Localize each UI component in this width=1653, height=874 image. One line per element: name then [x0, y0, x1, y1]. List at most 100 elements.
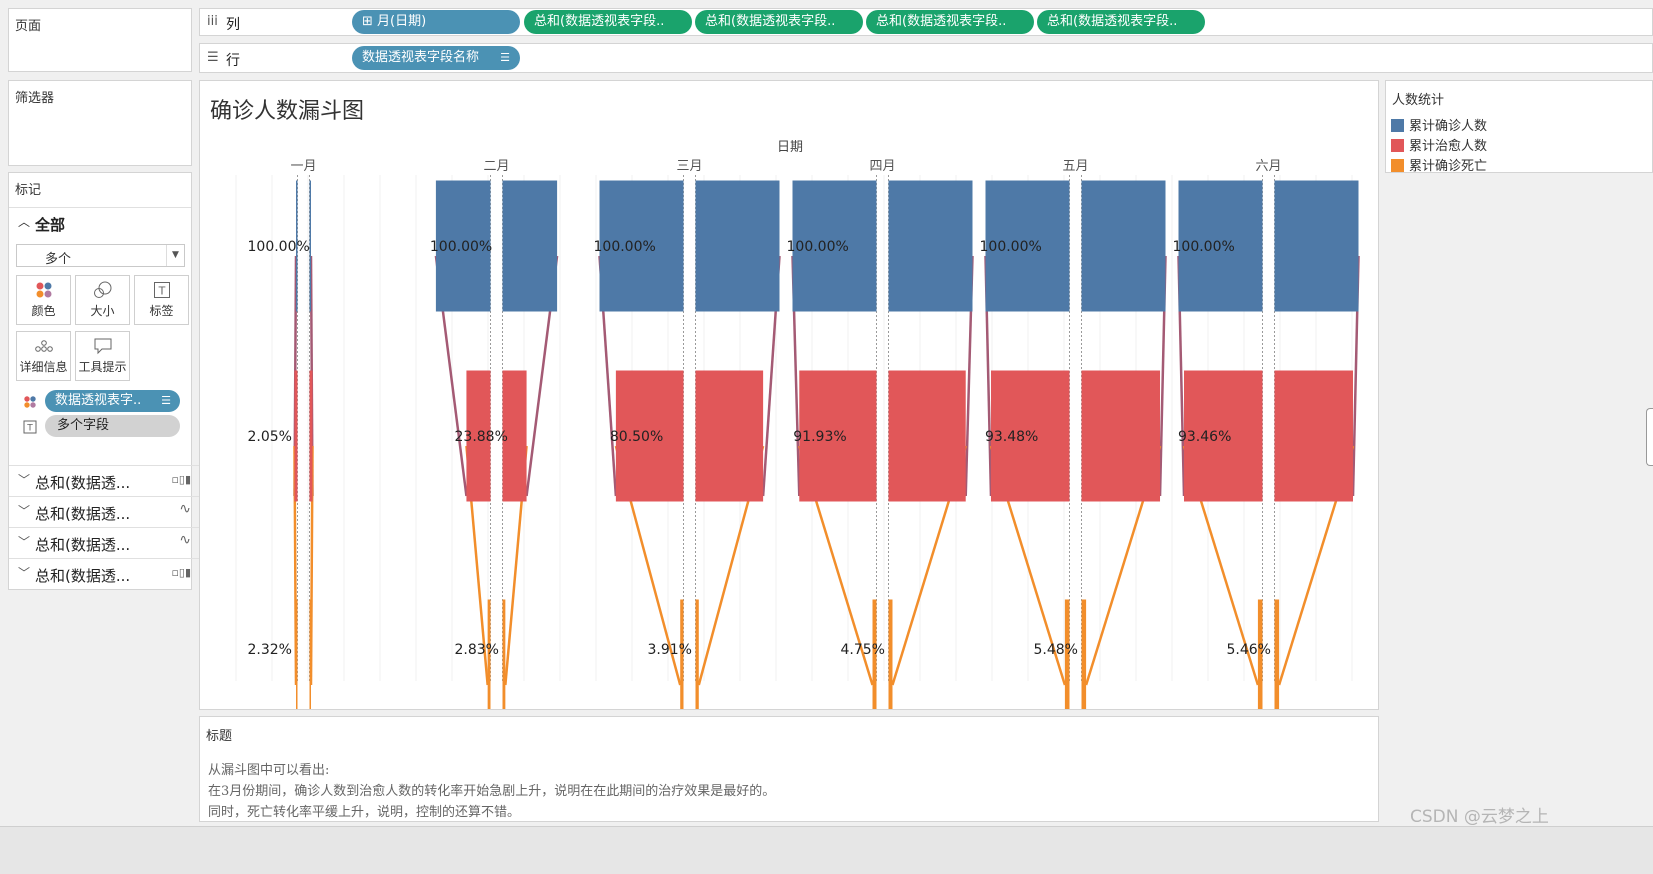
funnel-data-label: 2.83% [455, 642, 499, 658]
pages-panel[interactable]: 页面 [8, 8, 192, 72]
legend-panel[interactable]: 人数统计 累计确诊人数 累计治愈人数 累计确诊死亡 [1385, 80, 1653, 174]
color-button[interactable]: 颜色 [16, 275, 71, 325]
funnel-bar-right [502, 599, 506, 709]
funnel-bar-right [1081, 370, 1161, 502]
tooltip-button-label: 工具提示 [78, 360, 127, 374]
funnel-data-label: 100.00% [430, 239, 492, 255]
funnel-data-label: 91.93% [793, 429, 846, 445]
columns-pill-month[interactable]: ⊞ 月(日期) [352, 10, 520, 34]
funnel-data-label: 93.46% [1178, 429, 1231, 445]
funnel-bar-left [615, 370, 684, 502]
color-field-pill-body[interactable]: 数据透视表字.. ☰ [45, 390, 180, 412]
month-header-label: 五月 [1062, 159, 1088, 174]
dropdown-arrow-icon: ▼ [166, 245, 184, 266]
funnel-bar-left [1257, 599, 1263, 709]
funnel-bar-right [1081, 599, 1087, 709]
funnel-bar-left [296, 599, 298, 709]
legend-item-confirmed[interactable]: 累计确诊人数 [1391, 115, 1487, 134]
svg-text:T: T [26, 424, 33, 434]
columns-pill-label: 总和(数据透视表字段.. [1047, 14, 1178, 29]
legend-item-cured[interactable]: 累计治愈人数 [1391, 135, 1487, 154]
funnel-bar-right [888, 180, 973, 312]
columns-shelf[interactable]: iii 列 ⊞ 月(日期) 总和(数据透视表字段.. 总和(数据透视表字段.. … [199, 8, 1653, 36]
label-field-pill[interactable]: T 多个字段 [23, 415, 183, 438]
marks-all-label: 全部 [35, 216, 66, 234]
funnel-bar-left [990, 370, 1070, 502]
caption-line: 同时，死亡转化率平缓上升，说明，控制的还算不错。 [208, 805, 521, 820]
color-field-pill[interactable]: 数据透视表字.. ☰ [23, 390, 183, 413]
size-icon [76, 276, 129, 302]
funnel-bar-right [1274, 180, 1359, 312]
funnel-bar-right [309, 370, 313, 502]
funnel-data-label: 4.75% [841, 642, 885, 658]
detail-icon [17, 332, 70, 358]
filters-panel[interactable]: 筛选器 [8, 80, 192, 166]
legend-item-deaths[interactable]: 累计确诊死亡 [1391, 155, 1487, 174]
funnel-data-label: 100.00% [594, 239, 656, 255]
month-header-label: 四月 [869, 159, 895, 174]
funnel-bar-left [599, 180, 684, 312]
columns-pill-measure-3[interactable]: 总和(数据透视表字段.. [866, 10, 1034, 34]
measure-card-2[interactable]: ﹀ 总和(数据透... ∿ [9, 496, 201, 527]
columns-shelf-label: 列 [226, 17, 240, 33]
sort-icon: ☰ [500, 51, 510, 64]
funnel-bar-left [680, 599, 684, 709]
funnel-data-label: 2.05% [248, 429, 292, 445]
measure-card-label: 总和(数据透... [35, 474, 131, 492]
measure-card-4[interactable]: ﹀ 总和(数据透... ▫▯▮ [9, 558, 201, 589]
tooltip-button[interactable]: 工具提示 [75, 331, 130, 381]
funnel-bar-right [309, 599, 311, 709]
funnel-bar-right [1274, 599, 1280, 709]
month-header-label: 六月 [1255, 159, 1281, 174]
mark-type-value: 多个 [45, 252, 72, 267]
funnel-bar-right [1274, 370, 1354, 502]
color-field-label: 数据透视表字.. [55, 393, 142, 408]
funnel-data-label: 100.00% [1173, 239, 1235, 255]
month-header-label: 一月 [290, 159, 316, 174]
legend-swatch [1391, 159, 1404, 172]
marks-all-header[interactable]: ︿ 全部 [9, 207, 191, 237]
rows-pill-label: 数据透视表字段名称 [362, 50, 480, 65]
sort-icon: ☰ [161, 394, 171, 407]
measure-card-1[interactable]: ﹀ 总和(数据透... ▫▯▮ [9, 465, 201, 496]
bottom-tab-strip[interactable] [0, 826, 1653, 874]
columns-pill-label: 总和(数据透视表字段.. [705, 14, 836, 29]
bar-chart-icon: ▫▯▮ [171, 566, 191, 579]
rows-shelf[interactable]: ☰ 行 数据透视表字段名称 ☰ [199, 43, 1653, 73]
columns-pill-measure-1[interactable]: 总和(数据透视表字段.. [524, 10, 692, 34]
legend-title: 人数统计 [1392, 93, 1445, 108]
tooltip-icon [76, 332, 129, 358]
side-scroll-handle[interactable] [1646, 408, 1653, 466]
size-button[interactable]: 大小 [75, 275, 130, 325]
view-title: 确诊人数漏斗图 [210, 99, 365, 124]
funnel-bar-right [502, 180, 558, 312]
caption-line: 在3月份期间，确诊人数到治愈人数的转化率开始急剧上升，说明在在此期间的治疗效果是… [208, 784, 776, 799]
funnel-data-label: 2.32% [248, 642, 292, 658]
mark-type-select[interactable]: 多个 ▼ [16, 244, 185, 267]
funnel-bar-right [1081, 180, 1166, 312]
legend-item-label: 累计治愈人数 [1409, 139, 1488, 154]
funnel-bar-right [695, 180, 780, 312]
view-area[interactable]: 确诊人数漏斗图 日期 一月 100.00% 2.05% 2.32% 二月 100.00% 23… [199, 80, 1379, 710]
columns-pill-label: ⊞ 月(日期) [362, 14, 427, 29]
color-dots-icon [17, 276, 70, 302]
rows-pill[interactable]: 数据透视表字段名称 ☰ [352, 46, 520, 70]
columns-pill-label: 总和(数据透视表字段.. [534, 14, 665, 29]
caption-panel[interactable]: 标题 从漏斗图中可以看出: 在3月份期间，确诊人数到治愈人数的转化率开始急剧上升… [199, 716, 1379, 822]
label-icon: T [135, 276, 188, 302]
columns-pill-measure-4[interactable]: 总和(数据透视表字段.. [1037, 10, 1205, 34]
pages-title: 页面 [15, 19, 42, 34]
label-field-label: 多个字段 [57, 418, 110, 433]
label-button[interactable]: T 标签 [134, 275, 189, 325]
detail-button[interactable]: 详细信息 [16, 331, 71, 381]
measure-card-3[interactable]: ﹀ 总和(数据透... ∿ [9, 527, 201, 558]
funnel-data-label: 23.88% [455, 429, 508, 445]
legend-item-label: 累计确诊人数 [1409, 119, 1488, 134]
funnel-data-label: 100.00% [980, 239, 1042, 255]
caption-line: 从漏斗图中可以看出: [208, 763, 330, 778]
label-field-pill-body[interactable]: 多个字段 [45, 415, 180, 437]
columns-pill-measure-2[interactable]: 总和(数据透视表字段.. [695, 10, 863, 34]
legend-item-label: 累计确诊死亡 [1409, 159, 1488, 174]
funnel-bar-left [296, 180, 298, 312]
